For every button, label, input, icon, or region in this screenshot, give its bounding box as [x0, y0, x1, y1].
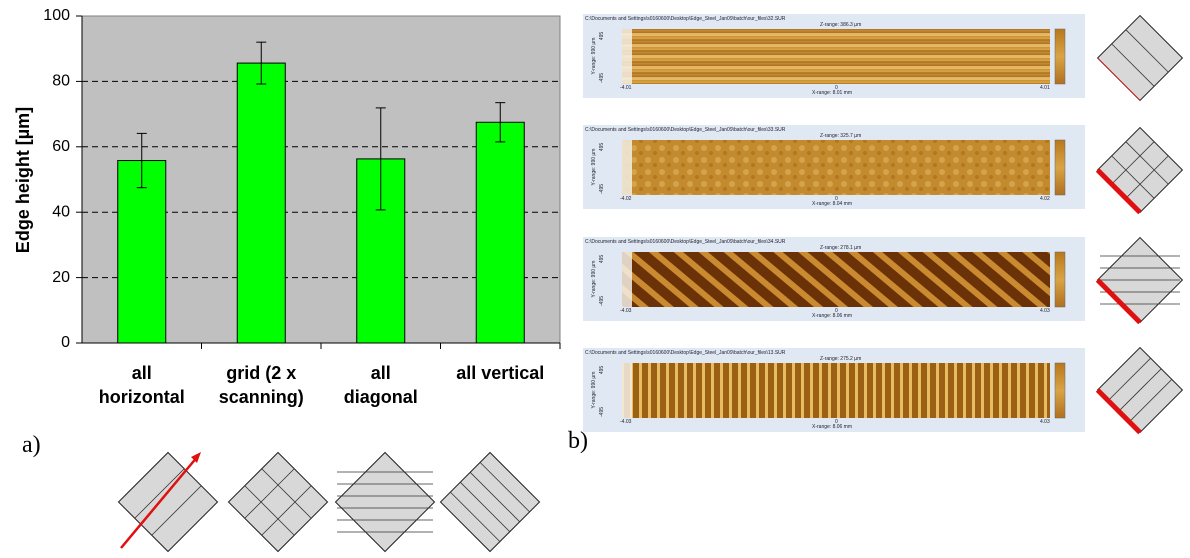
scan-path: C:\Documents and Settings\s0160600\Deskt… [585, 127, 786, 133]
x-tick-label-box: all vertical [456, 363, 545, 383]
scan-scheme-horizontal [117, 451, 219, 553]
scan-scheme-side-3 [1095, 236, 1184, 325]
scan-xmax: 4.03 [1040, 308, 1050, 314]
scan-ytop: 495 [599, 143, 605, 152]
panel-label: b) [568, 428, 588, 454]
scan-image [622, 363, 1050, 418]
scan-path: C:\Documents and Settings\s0160600\Deskt… [585, 350, 786, 356]
scan-image-edge [622, 363, 632, 418]
scan-scheme-side-4 [1095, 346, 1184, 435]
colorbar [1054, 139, 1066, 196]
scan-scheme-side-1 [1096, 14, 1184, 102]
x-tick-label: all diagonal [343, 363, 418, 407]
scan-scheme-side-2 [1095, 126, 1184, 215]
y-tick-label: 20 [52, 269, 70, 286]
scan-ybottom: -495 [599, 296, 605, 306]
scan-arrow [120, 455, 199, 549]
scan-path: C:\Documents and Settings\s0160600\Deskt… [585, 16, 786, 22]
scan-arrowhead [191, 452, 201, 463]
scan-ytop: 495 [599, 366, 605, 375]
x-tick-label: all vertical [456, 363, 545, 383]
bar [475, 121, 525, 344]
scan-xzero: 0 [835, 308, 838, 314]
scan-image [622, 29, 1050, 84]
y-axis-title: Edge height [µm] [13, 107, 33, 253]
scan-xrange: X-range: 8.01 mm [812, 90, 852, 96]
scan-zrange: Z-range: 386.3 µm [820, 22, 861, 28]
scan-scheme-diagonal [334, 451, 436, 553]
scan-yrange: Y-range: 990 µm [591, 149, 597, 186]
scan-xmax: 4.02 [1040, 196, 1050, 202]
scan-image-edge [622, 252, 632, 307]
x-tick-label-box: all diagonal [343, 363, 418, 407]
scan-ytop: 495 [599, 32, 605, 41]
y-tick-label: 0 [61, 334, 70, 351]
scan-xmax: 4.01 [1040, 85, 1050, 91]
scan-xzero: 0 [835, 196, 838, 202]
scan-image [622, 140, 1050, 195]
y-tick-label: 40 [52, 203, 70, 220]
colorbar [1054, 362, 1066, 419]
scan-zrange: Z-range: 278.1 µm [820, 245, 861, 251]
scan-xmin: -4.03 [620, 308, 632, 314]
scan-ybottom: -495 [599, 73, 605, 83]
scan-scheme-vertical [439, 451, 541, 553]
scan-yrange: Y-range: 990 µm [591, 372, 597, 409]
error-bar [495, 102, 506, 143]
error-bar [375, 107, 386, 211]
panel-label: a) [22, 432, 41, 458]
scan-image-edge [622, 140, 632, 195]
scan-zrange: Z-range: 325.7 µm [820, 133, 861, 139]
bar [117, 160, 167, 344]
y-tick-label: 60 [52, 138, 70, 155]
scan-ybottom: -495 [599, 407, 605, 417]
error-bar [256, 41, 267, 85]
scan-image [622, 252, 1050, 307]
bar [236, 62, 286, 344]
scan-xmin: -4.02 [620, 196, 632, 202]
scan-xrange: X-range: 8.06 mm [812, 313, 852, 319]
colorbar [1054, 28, 1066, 85]
scan-xrange: X-range: 8.06 mm [812, 424, 852, 430]
scan-image-edge [622, 29, 632, 84]
x-tick-label-box: all horizontal [98, 363, 185, 407]
x-tick-label-box: grid (2 x scanning) [218, 363, 304, 407]
scan-ytop: 495 [599, 255, 605, 264]
scan-yrange: Y-range: 990 µm [591, 38, 597, 75]
scan-xzero: 0 [835, 85, 838, 91]
scan-xmax: 4.03 [1040, 419, 1050, 425]
scan-xrange: X-range: 8.04 mm [812, 201, 852, 207]
scan-xzero: 0 [835, 419, 838, 425]
x-tick-label: all horizontal [98, 363, 185, 407]
scan-scheme-grid [227, 451, 329, 553]
scan-yrange: Y-range: 990 µm [591, 261, 597, 298]
x-tick-label: grid (2 x scanning) [218, 363, 304, 407]
scan-ybottom: -495 [599, 184, 605, 194]
scan-zrange: Z-range: 275.2 µm [820, 356, 861, 362]
y-tick-label: 80 [52, 73, 70, 90]
scan-xmin: -4.03 [620, 419, 632, 425]
colorbar [1054, 251, 1066, 308]
scan-xmin: -4.01 [620, 85, 632, 91]
y-tick-label: 100 [43, 7, 70, 24]
error-bar [136, 132, 147, 189]
scan-path: C:\Documents and Settings\s0160600\Deskt… [585, 239, 786, 245]
